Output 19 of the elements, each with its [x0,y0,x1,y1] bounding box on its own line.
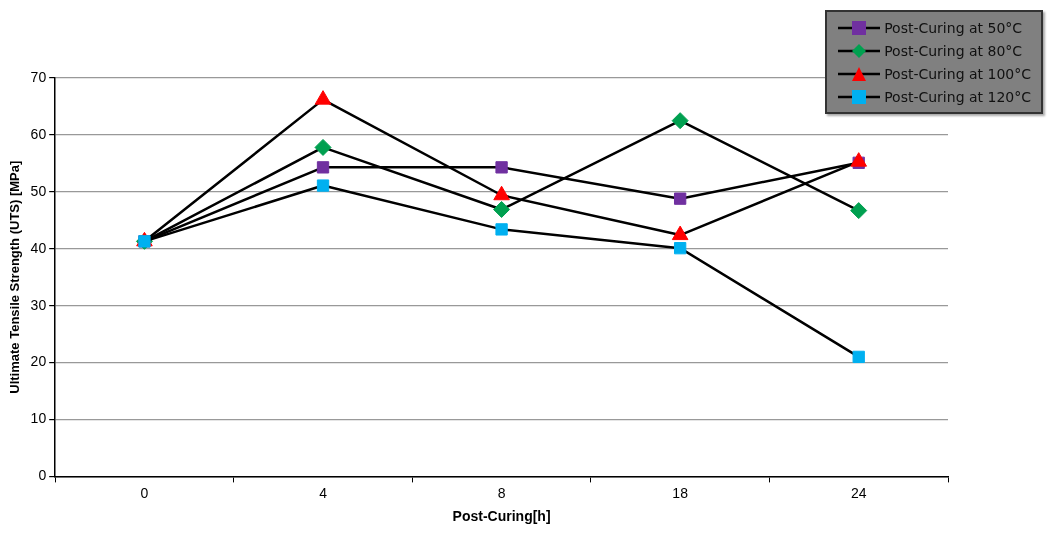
x-tick-label: 8 [497,484,506,501]
x-axis-title: Post-Curing[h] [452,508,551,525]
y-tick-label: 0 [38,467,47,484]
y-tick-label: 20 [30,353,47,370]
x-tick-label: 18 [672,484,689,501]
y-tick-label: 30 [30,296,47,313]
legend-label: Post-Curing at 120°C [884,88,1031,105]
x-tick-label: 0 [140,484,149,501]
y-tick-label: 40 [30,239,47,256]
legend-label: Post-Curing at 100°C [884,65,1031,82]
y-tick-label: 60 [30,125,47,142]
y-tick-label: 50 [30,182,47,199]
y-tick-label: 10 [30,410,47,427]
x-tick-label: 24 [850,484,867,501]
legend-label: Post-Curing at 80°C [884,42,1023,59]
y-axis-title: Ultimate Tensile Strength (UTS) [MPa] [7,160,23,394]
legend-label: Post-Curing at 50°C [884,19,1023,36]
y-tick-label: 70 [30,68,47,85]
x-tick-label: 4 [319,484,328,501]
